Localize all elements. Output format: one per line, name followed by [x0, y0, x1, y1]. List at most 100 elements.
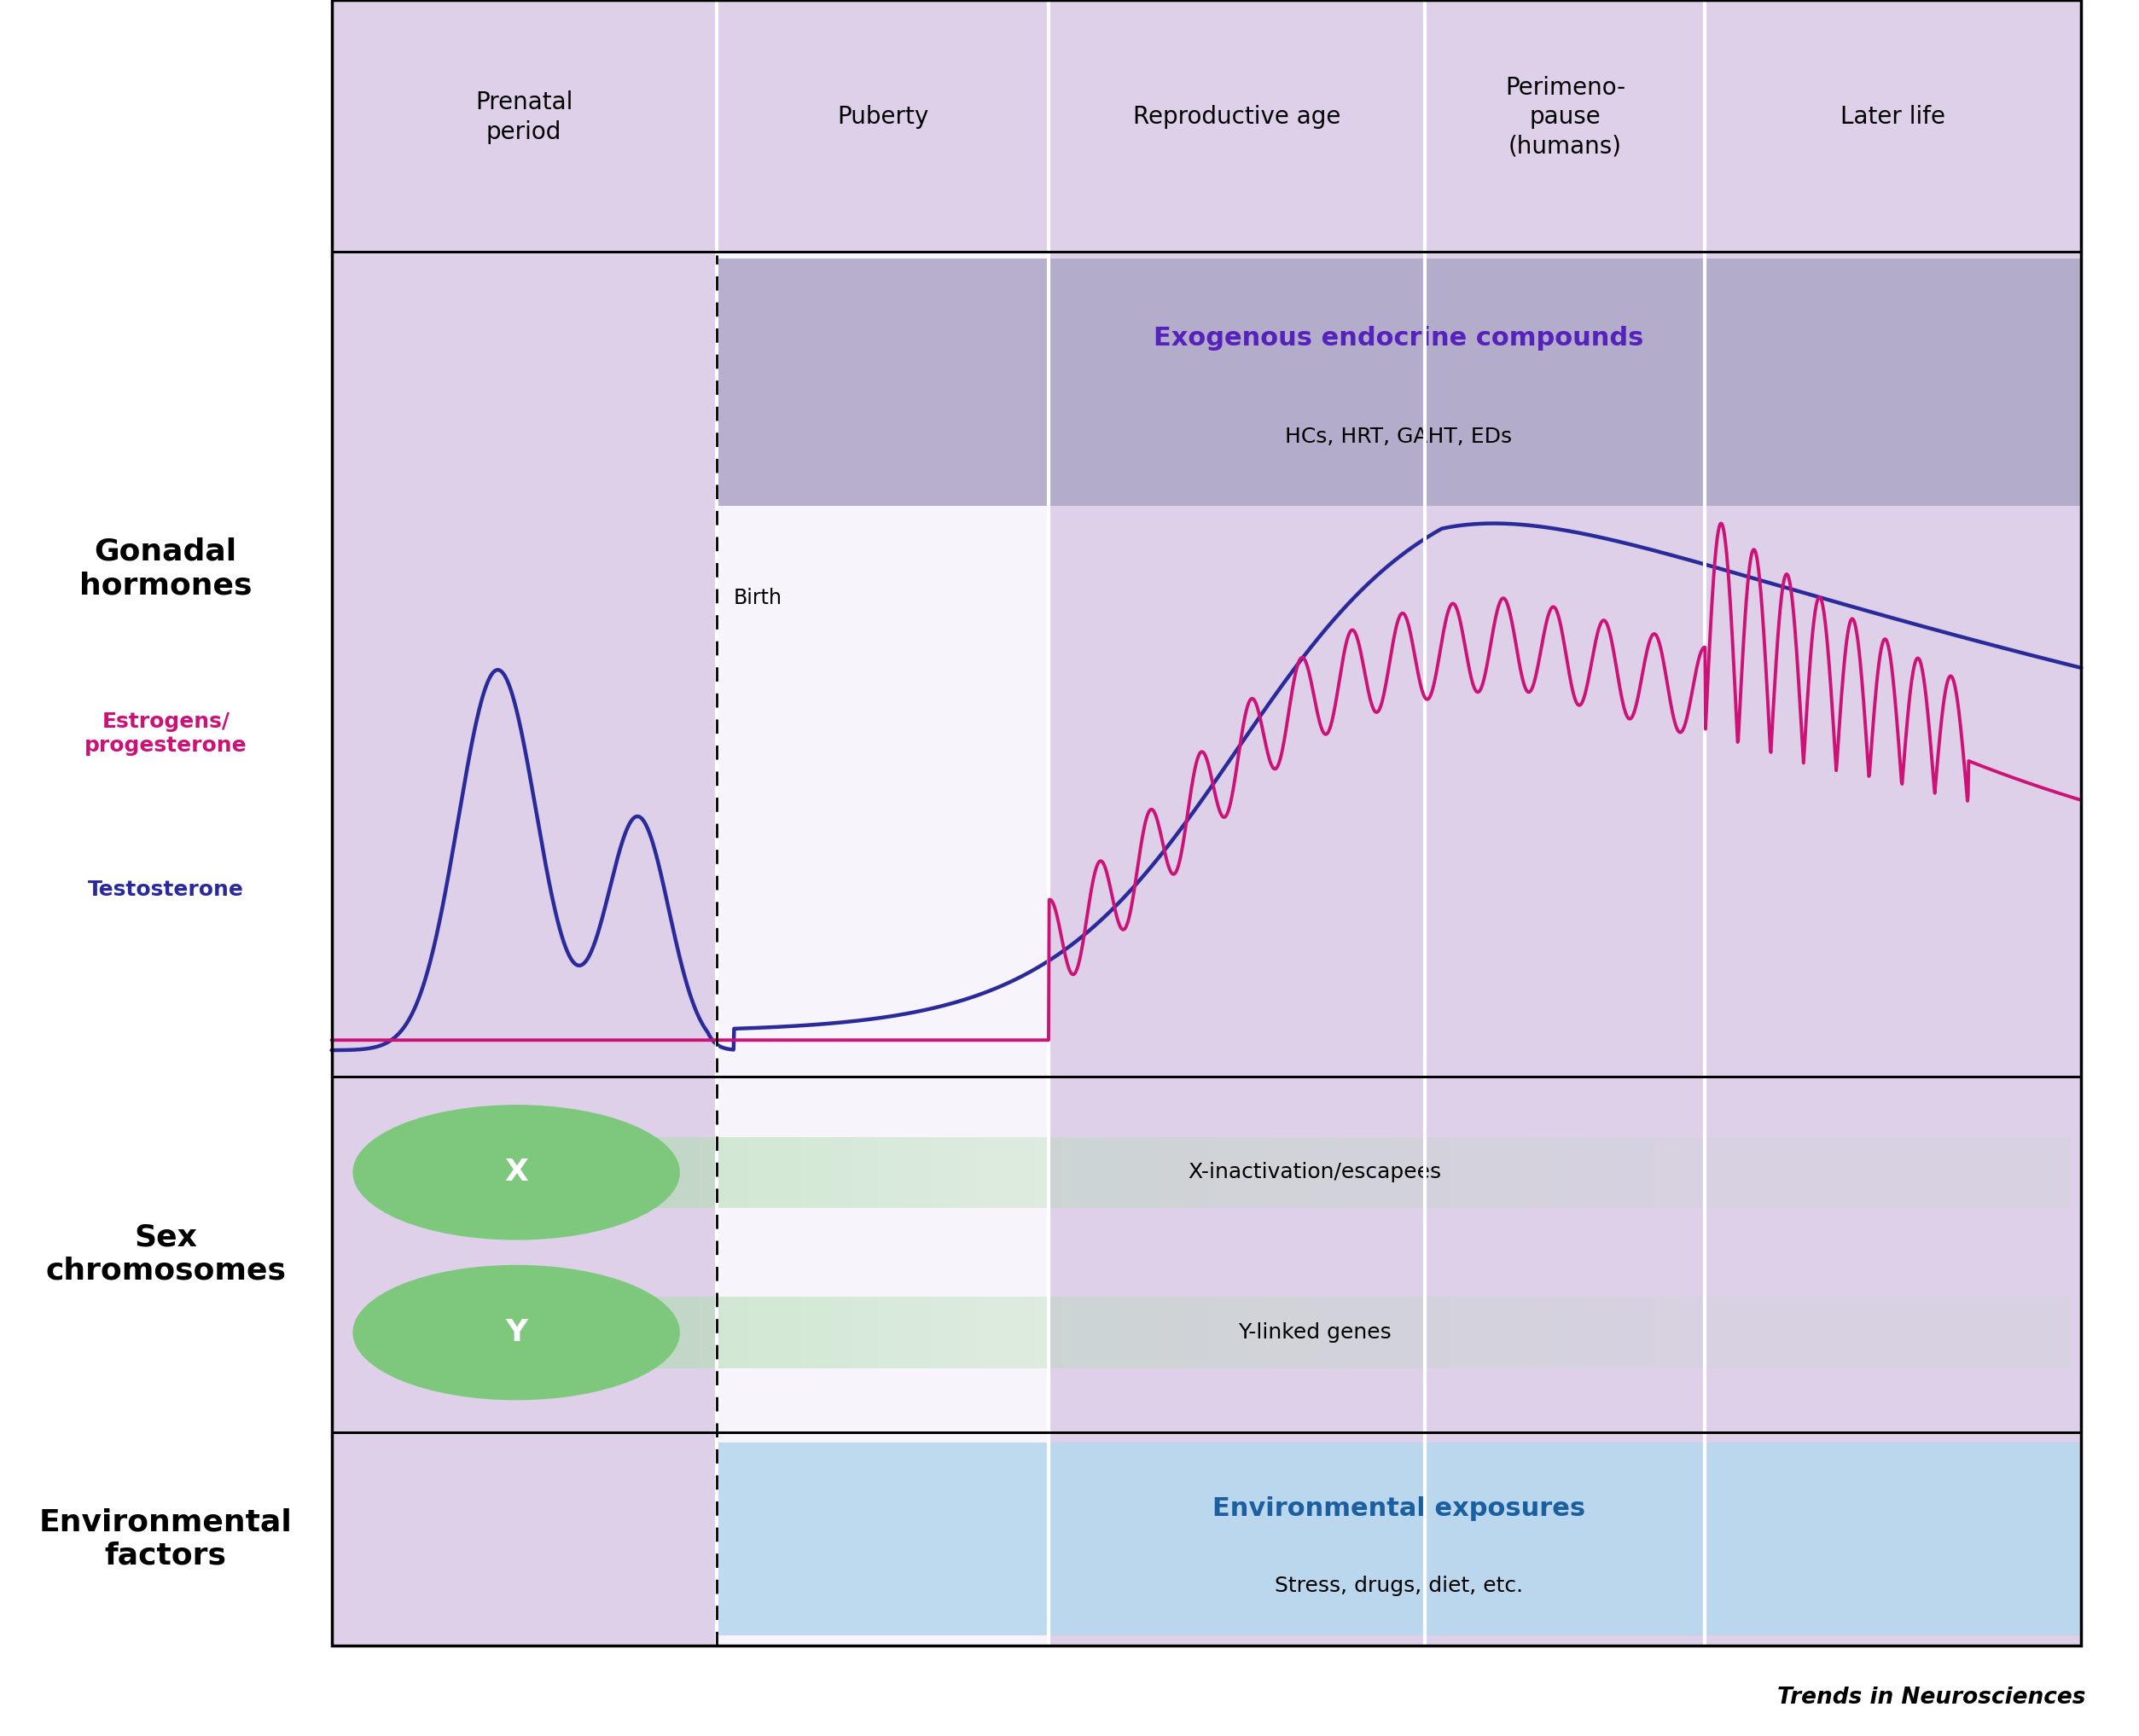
Bar [1448, 1137, 1474, 1208]
Bar [1474, 1297, 1502, 1368]
Bar [1994, 1137, 2019, 1208]
Bar [717, 252, 1048, 1076]
Bar [717, 1076, 1048, 1432]
Bar [774, 1137, 802, 1208]
Bar [1968, 1297, 1994, 1368]
Bar [1914, 1137, 1940, 1208]
Bar [1268, 1137, 1294, 1208]
Bar [1579, 1297, 1604, 1368]
Bar [717, 1443, 2081, 1635]
Bar [1397, 1297, 1422, 1368]
Text: Testosterone: Testosterone [88, 880, 244, 899]
Bar [1087, 1137, 1112, 1208]
Bar [717, 259, 2081, 507]
Bar [1707, 1297, 1735, 1368]
Text: X: X [505, 1158, 528, 1187]
Bar [1320, 1137, 1345, 1208]
Bar [1656, 1137, 1681, 1208]
Bar [1138, 1297, 1164, 1368]
Text: X-inactivation/escapees: X-inactivation/escapees [1187, 1161, 1442, 1182]
Bar [1241, 1137, 1268, 1208]
Text: Trends in Neurosciences: Trends in Neurosciences [1778, 1687, 2086, 1708]
Text: Environmental
factors: Environmental factors [39, 1507, 293, 1571]
Bar [1241, 1297, 1268, 1368]
Text: Exogenous endocrine compounds: Exogenous endocrine compounds [1153, 325, 1645, 351]
Bar [332, 0, 2081, 1646]
Bar [1681, 1137, 1707, 1208]
Bar [717, 1432, 1048, 1646]
Bar [905, 1137, 930, 1208]
Text: Birth: Birth [734, 589, 783, 608]
Bar [1994, 1297, 2019, 1368]
Bar [541, 1137, 569, 1208]
Bar [1837, 1297, 1863, 1368]
Bar [1604, 1137, 1630, 1208]
Bar [749, 1137, 774, 1208]
Bar [1112, 1297, 1138, 1368]
Bar [1863, 1297, 1889, 1368]
Bar [1164, 1137, 1189, 1208]
Bar [620, 1297, 646, 1368]
Bar [749, 1297, 774, 1368]
Bar [1553, 1137, 1579, 1208]
Bar [1760, 1137, 1786, 1208]
Bar [1630, 1297, 1656, 1368]
Bar [802, 1137, 828, 1208]
Bar [982, 1137, 1007, 1208]
Bar [774, 1297, 802, 1368]
Bar [853, 1137, 879, 1208]
Bar [646, 1297, 672, 1368]
Bar [332, 1076, 2081, 1432]
Bar [1735, 1137, 1760, 1208]
Bar [1035, 1297, 1061, 1368]
Bar [1294, 1297, 1320, 1368]
Bar [1422, 1137, 1448, 1208]
Bar [332, 0, 2081, 252]
Text: Puberty: Puberty [836, 106, 928, 128]
Bar [2019, 1137, 2045, 1208]
Bar [1474, 1137, 1502, 1208]
Text: Y-linked genes: Y-linked genes [1238, 1323, 1392, 1342]
Bar [723, 1137, 749, 1208]
Bar [1786, 1297, 1812, 1368]
Bar [1889, 1137, 1914, 1208]
Bar [1294, 1137, 1320, 1208]
Bar [1968, 1137, 1994, 1208]
Bar [879, 1297, 905, 1368]
Bar [879, 1137, 905, 1208]
Bar [569, 1137, 595, 1208]
Bar [1189, 1137, 1215, 1208]
Bar [1215, 1137, 1241, 1208]
Bar [1579, 1137, 1604, 1208]
Bar [1164, 1297, 1189, 1368]
Bar [1371, 1297, 1397, 1368]
Bar [1681, 1297, 1707, 1368]
Bar [1007, 1137, 1035, 1208]
Bar [1502, 1137, 1527, 1208]
Bar [982, 1297, 1007, 1368]
Ellipse shape [353, 1104, 680, 1240]
Text: Environmental exposures: Environmental exposures [1213, 1496, 1585, 1521]
Bar [332, 1432, 2081, 1646]
Bar [332, 1076, 2081, 1432]
Bar [2045, 1137, 2071, 1208]
Bar [1940, 1137, 1968, 1208]
Bar [723, 1297, 749, 1368]
Bar [697, 1137, 723, 1208]
Bar [1760, 1297, 1786, 1368]
Bar [515, 1297, 541, 1368]
Text: Estrogens/
progesterone: Estrogens/ progesterone [83, 712, 248, 755]
Bar [697, 1297, 723, 1368]
Bar [1320, 1297, 1345, 1368]
Bar [1812, 1137, 1837, 1208]
Text: HCs, HRT, GAHT, EDs: HCs, HRT, GAHT, EDs [1286, 427, 1512, 446]
Bar [802, 1297, 828, 1368]
Bar [1422, 1297, 1448, 1368]
Bar [853, 1297, 879, 1368]
Bar [930, 1297, 956, 1368]
Bar [1448, 1297, 1474, 1368]
Text: Stress, drugs, diet, etc.: Stress, drugs, diet, etc. [1275, 1576, 1523, 1595]
Bar [1940, 1297, 1968, 1368]
Bar [1914, 1297, 1940, 1368]
Bar [828, 1137, 853, 1208]
